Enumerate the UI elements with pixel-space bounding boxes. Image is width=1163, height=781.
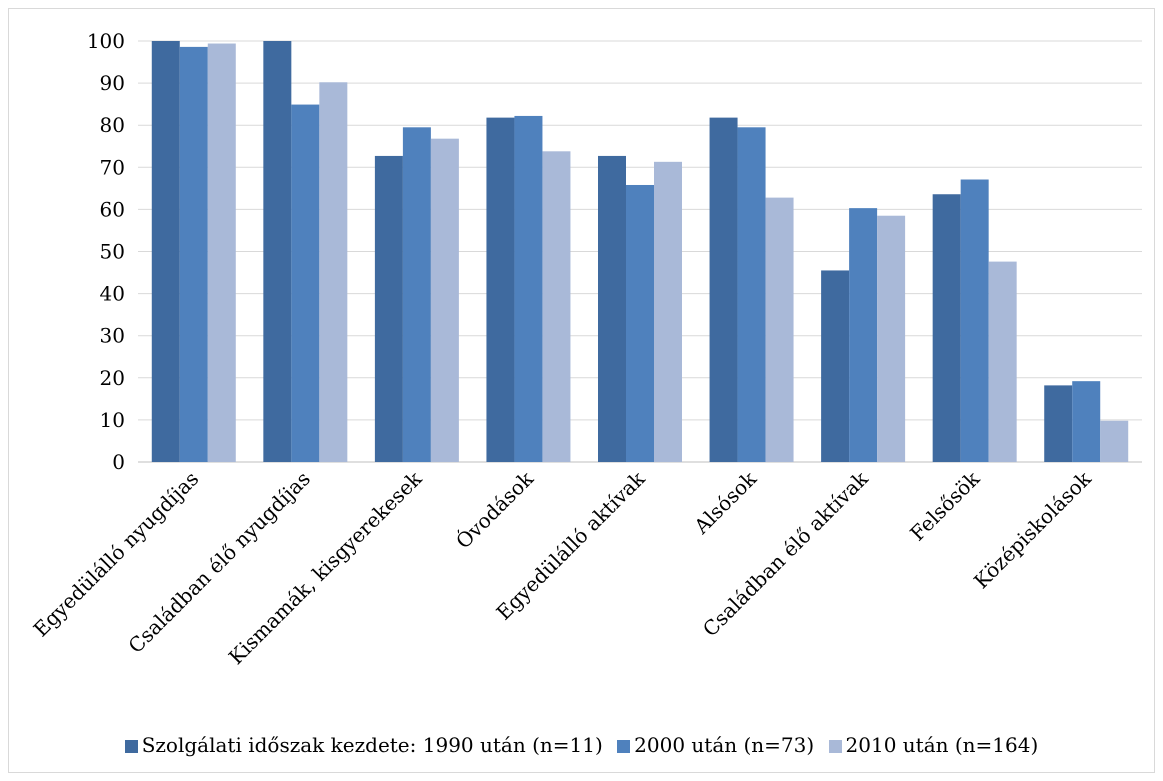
legend-item-series-1: Szolgálati időszak kezdete: 1990 után (n… [124, 733, 603, 757]
x-category-label: Családban élő nyugdíjas [123, 467, 314, 658]
bar-series-1 [263, 41, 292, 462]
bar-series-1 [374, 155, 403, 463]
y-tick-label: 10 [100, 408, 125, 432]
y-tick-label: 100 [87, 29, 125, 53]
bar-series-1 [151, 41, 180, 462]
legend-label-series-2: 2000 után (n=73) [634, 733, 815, 757]
legend-swatch-series-3 [828, 740, 842, 753]
bar-series-1 [932, 194, 961, 462]
bars [151, 41, 1129, 463]
bar-series-2 [626, 184, 654, 462]
bar-series-3 [430, 138, 459, 462]
y-tick-label: 30 [100, 324, 125, 348]
legend-swatch-series-2 [617, 740, 631, 753]
bar-series-3 [1100, 420, 1129, 462]
legend-item-series-2: 2000 után (n=73) [617, 733, 814, 757]
bar-series-2 [737, 127, 766, 463]
legend-label-series-1: Szolgálati időszak kezdete: 1990 után (n… [141, 733, 603, 757]
x-category-label: Felsősök [905, 466, 985, 546]
bar-series-1 [821, 270, 850, 462]
bar-series-2 [291, 104, 320, 463]
y-tick-label: 50 [100, 240, 125, 264]
bar-series-3 [654, 161, 682, 462]
bar-series-1 [709, 117, 738, 462]
y-tick-label: 20 [100, 366, 125, 390]
y-tick-label: 0 [112, 450, 125, 474]
bar-series-2 [1072, 381, 1101, 462]
y-axis-ticks: 0 10 20 30 40 50 60 70 80 90 100 [87, 29, 125, 474]
y-tick-label: 70 [100, 155, 125, 179]
bar-series-3 [207, 43, 236, 462]
x-category-label: Középiskolások [969, 466, 1096, 593]
y-tick-label: 90 [100, 71, 125, 95]
bar-series-1 [486, 117, 515, 462]
x-category-label: Kismamák, kisgyerekesek [224, 466, 427, 669]
bar-series-2 [960, 179, 989, 462]
legend-label-series-3: 2010 után (n=164) [845, 733, 1039, 757]
y-tick-label: 60 [100, 197, 125, 221]
y-tick-label: 40 [100, 282, 125, 306]
bar-series-1 [1044, 385, 1073, 462]
bar-series-2 [849, 208, 878, 462]
x-category-label: Óvodások [450, 465, 538, 553]
bar-series-2 [514, 115, 543, 463]
bar-series-3 [988, 261, 1017, 462]
bar-series-2 [402, 127, 431, 463]
bar-series-3 [877, 215, 906, 462]
bar-series-3 [765, 197, 794, 462]
bar-series-3 [319, 82, 348, 463]
bar-series-1 [598, 155, 626, 463]
x-category-label: Alsósok [689, 466, 762, 539]
bar-series-2 [179, 46, 208, 462]
y-tick-label: 80 [100, 113, 125, 137]
legend-swatch-series-1 [124, 740, 138, 753]
bar-series-3 [542, 151, 571, 462]
legend-item-series-3: 2010 után (n=164) [828, 733, 1039, 757]
legend: Szolgálati időszak kezdete: 1990 után (n… [0, 733, 1163, 757]
